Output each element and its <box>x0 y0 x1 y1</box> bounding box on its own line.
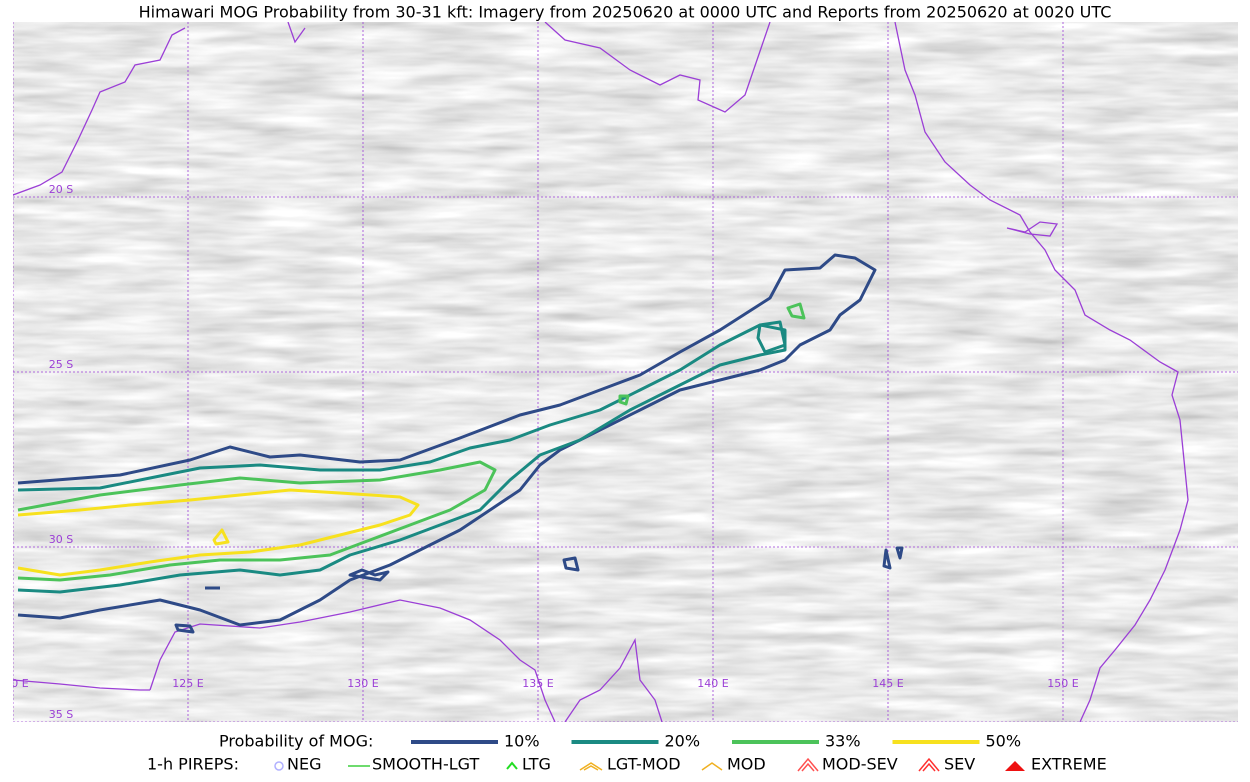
mod-icon <box>701 762 723 771</box>
contour-20 <box>17 323 787 594</box>
lon-label: 135 E <box>522 677 553 690</box>
lon-label: 145 E <box>872 677 903 690</box>
contour-50 <box>212 528 230 546</box>
legend-label: SEV <box>944 755 975 774</box>
contours <box>17 253 904 634</box>
lgt-mod-icon <box>579 762 603 771</box>
contour-20 <box>756 320 787 354</box>
legend-label: 33% <box>825 732 861 751</box>
contour-10 <box>17 253 877 627</box>
legend-label: LGT-MOD <box>607 755 681 774</box>
legend-title: Probability of MOG: <box>219 732 373 751</box>
extreme-icon <box>1005 761 1025 771</box>
legend-label: SMOOTH-LGT <box>372 755 479 774</box>
legend-label: MOD-SEV <box>822 755 898 774</box>
lon-label: 120 E <box>0 677 29 690</box>
sev-icon <box>918 757 940 772</box>
pirep-icons <box>274 757 1025 772</box>
lon-label: 140 E <box>697 677 728 690</box>
legend-label: MOD <box>727 755 766 774</box>
legend-label: LTG <box>522 755 551 774</box>
legend-label: EXTREME <box>1031 755 1107 774</box>
legend-label: 20% <box>665 732 701 751</box>
contour-33 <box>17 460 497 582</box>
title: Himawari MOG Probability from 30-31 kft:… <box>139 3 1112 22</box>
legend-label: 50% <box>986 732 1022 751</box>
lat-label: 30 S <box>49 533 73 546</box>
coastline <box>1006 221 1059 237</box>
contour-33 <box>618 302 806 406</box>
lon-label: 150 E <box>1047 677 1078 690</box>
contour-50 <box>17 488 420 577</box>
mod-sev-icon <box>797 757 819 772</box>
ltg-icon <box>506 761 518 770</box>
probability-legend: 10% 20% 33% 50% <box>411 732 1021 751</box>
lon-label: 125 E <box>172 677 203 690</box>
neg-icon <box>274 761 284 771</box>
map: 20 S 25 S 30 S 35 S 120 E 125 E 130 E 135 E 140 … <box>0 22 1238 722</box>
lat-label: 25 S <box>49 358 73 371</box>
legend-title: 1-h PIREPS: <box>147 755 239 774</box>
coastline <box>894 22 1189 722</box>
legend-label: NEG <box>287 755 321 774</box>
lat-label: 20 S <box>49 183 73 196</box>
contour-10 <box>174 546 904 634</box>
lat-label: 35 S <box>49 708 73 721</box>
coastline <box>13 22 771 196</box>
legend-label: 10% <box>504 732 540 751</box>
pirep-labels: NEG SMOOTH-LGT LTG LGT-MOD MOD MOD-SEV S… <box>287 755 1107 774</box>
lon-label: 130 E <box>347 677 378 690</box>
graticule: 20 S 25 S 30 S 35 S 120 E 125 E 130 E 135 E 140 … <box>0 22 1238 722</box>
